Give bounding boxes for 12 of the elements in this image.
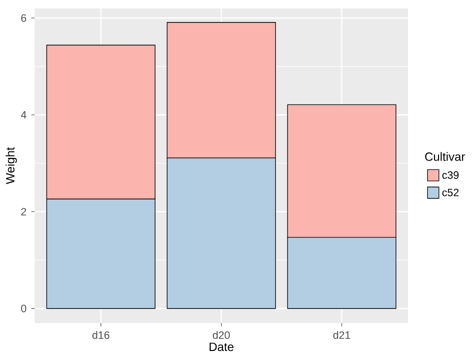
legend-label: c39 bbox=[442, 171, 459, 179]
y-tick-label: 2 bbox=[21, 208, 26, 216]
y-tick-label: 4 bbox=[20, 111, 26, 119]
x-tick-label: d16 bbox=[92, 331, 110, 339]
y-tick-label: 6 bbox=[21, 14, 26, 22]
y-tick-label: 0 bbox=[21, 304, 26, 312]
x-tick-label: d20 bbox=[212, 331, 230, 339]
y-axis-title: Weight bbox=[6, 147, 17, 184]
legend-label: c52 bbox=[442, 188, 459, 196]
x-tick-label: d21 bbox=[333, 331, 350, 339]
legend-title: Cultivar bbox=[425, 152, 466, 161]
x-axis-title: Date bbox=[210, 342, 234, 352]
